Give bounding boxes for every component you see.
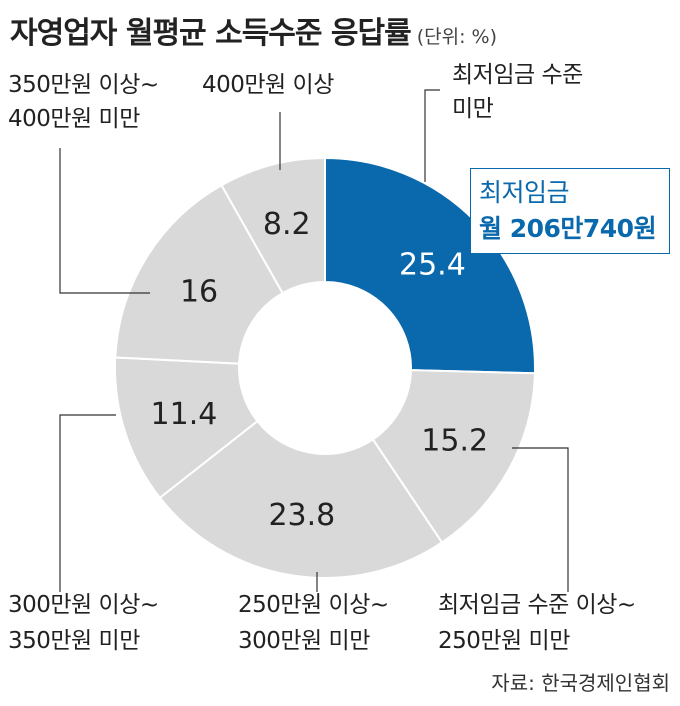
leader-lines-group: [59, 89, 569, 592]
source-note: 자료: 한국경제인협회: [491, 671, 670, 695]
leader-line-3: [59, 414, 116, 592]
value-label-2: 23.8: [268, 498, 335, 533]
category-label-5: 400만원 이상: [202, 72, 334, 98]
category-label-4-line-1: 400만원 미만: [8, 106, 140, 132]
callout-line1: 최저임금: [479, 178, 570, 207]
value-label-5: 8.2: [263, 207, 311, 242]
slice-3: [114, 356, 259, 500]
category-label-0-line-1: 미만: [452, 96, 494, 122]
category-label-2: 250만원 이상~ 300만원 미만: [238, 592, 389, 654]
slice-2: [158, 419, 444, 579]
slice-0: [324, 156, 536, 375]
value-label-1: 15.2: [421, 423, 488, 458]
category-label-5-line-0: 400만원 이상: [202, 72, 334, 98]
value-label-4: 16: [180, 274, 218, 309]
leader-line-1: [512, 447, 569, 592]
callout-line2: 월 206만740원: [479, 214, 657, 243]
category-label-3-line-0: 300만원 이상~: [8, 592, 159, 618]
category-label-4-line-0: 350만원 이상~: [8, 72, 159, 98]
slice-5: [220, 156, 326, 295]
leader-line-0: [424, 89, 440, 182]
category-label-4: 350만원 이상~ 400만원 미만: [8, 72, 159, 132]
category-label-2-line-0: 250만원 이상~: [238, 592, 389, 618]
unit-label: (단위: %): [416, 26, 498, 48]
category-label-3: 300만원 이상~ 350만원 미만: [8, 592, 159, 654]
value-label-3: 11.4: [151, 397, 218, 432]
category-label-1-line-1: 250만원 미만: [438, 628, 570, 654]
leader-line-4: [59, 148, 150, 294]
slices-group: [114, 156, 536, 579]
slice-4: [114, 183, 284, 365]
category-label-2-line-1: 300만원 미만: [238, 628, 370, 654]
category-label-3-line-1: 350만원 미만: [8, 628, 140, 654]
value-labels-group: 25.4 15.2 23.8 11.4 16 8.2: [151, 207, 489, 533]
title-text: 자영업자 월평균 소득수준 응답률: [10, 16, 412, 51]
chart-title: 자영업자 월평균 소득수준 응답률 (단위: %): [10, 8, 497, 52]
value-label-0: 25.4: [399, 247, 466, 282]
minimum-wage-callout: 최저임금 월 206만740원: [470, 168, 670, 254]
category-label-0-line-0: 최저임금 수준: [452, 62, 583, 88]
category-label-1-line-0: 최저임금 수준 이상~: [438, 592, 636, 618]
category-label-1: 최저임금 수준 이상~ 250만원 미만: [438, 592, 636, 654]
